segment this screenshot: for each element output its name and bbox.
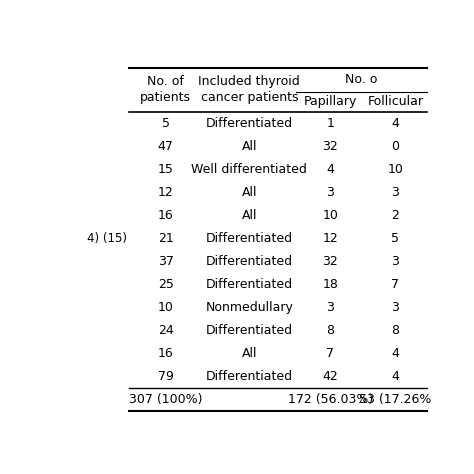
Text: 4: 4 [392,370,399,383]
Text: No. o: No. o [345,73,378,86]
Text: Differentiated: Differentiated [206,278,293,291]
Text: Differentiated: Differentiated [206,324,293,337]
Text: 2: 2 [392,209,399,222]
Text: 18: 18 [322,278,338,291]
Text: 53 (17.26%: 53 (17.26% [359,392,431,406]
Text: 15: 15 [158,163,173,175]
Text: No. of
patients: No. of patients [140,75,191,104]
Text: All: All [242,186,257,199]
Text: Differentiated: Differentiated [206,117,293,129]
Text: 3: 3 [392,255,399,268]
Text: 16: 16 [158,209,173,222]
Text: Well differentiated: Well differentiated [191,163,307,175]
Text: 3: 3 [326,186,334,199]
Text: Papillary: Papillary [303,95,357,108]
Text: 25: 25 [158,278,173,291]
Text: Differentiated: Differentiated [206,255,293,268]
Text: 10: 10 [158,301,173,314]
Text: 0: 0 [392,140,400,153]
Text: 8: 8 [326,324,334,337]
Text: 4: 4 [392,117,399,129]
Text: 1: 1 [326,117,334,129]
Text: 10: 10 [322,209,338,222]
Text: 16: 16 [158,346,173,360]
Text: 4: 4 [326,163,334,175]
Text: Differentiated: Differentiated [206,232,293,245]
Text: 3: 3 [392,186,399,199]
Text: 172 (56.03%): 172 (56.03%) [288,392,373,406]
Text: 307 (100%): 307 (100%) [129,392,202,406]
Text: 79: 79 [158,370,173,383]
Text: All: All [242,140,257,153]
Text: 37: 37 [158,255,173,268]
Text: 24: 24 [158,324,173,337]
Text: 8: 8 [392,324,400,337]
Text: 7: 7 [392,278,400,291]
Text: 10: 10 [387,163,403,175]
Text: 3: 3 [392,301,399,314]
Text: 4: 4 [392,346,399,360]
Text: Follicular: Follicular [367,95,423,108]
Text: 5: 5 [162,117,170,129]
Text: 21: 21 [158,232,173,245]
Text: All: All [242,346,257,360]
Text: Included thyroid
cancer patients: Included thyroid cancer patients [199,75,300,104]
Text: 12: 12 [158,186,173,199]
Text: 47: 47 [158,140,173,153]
Text: 12: 12 [322,232,338,245]
Text: 7: 7 [326,346,334,360]
Text: All: All [242,209,257,222]
Text: 4) (15): 4) (15) [87,232,127,245]
Text: 42: 42 [322,370,338,383]
Text: Differentiated: Differentiated [206,370,293,383]
Text: 3: 3 [326,301,334,314]
Text: 32: 32 [322,255,338,268]
Text: 5: 5 [392,232,400,245]
Text: 32: 32 [322,140,338,153]
Text: Nonmedullary: Nonmedullary [205,301,293,314]
